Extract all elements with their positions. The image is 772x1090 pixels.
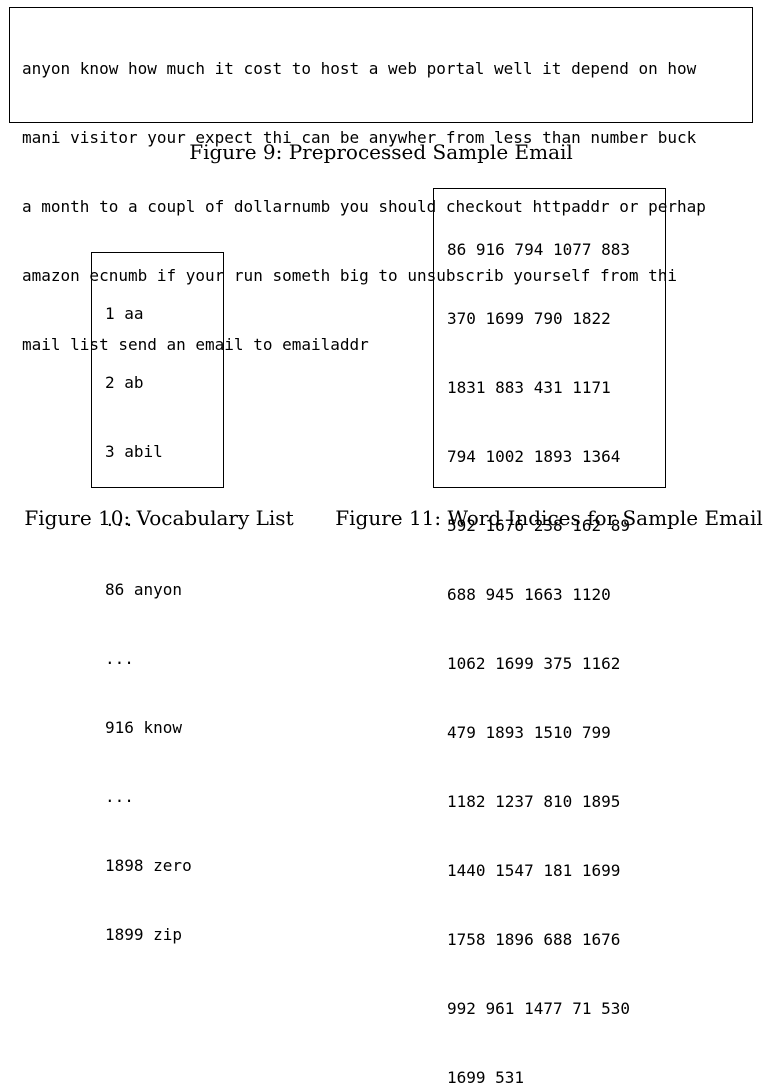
email-line: mani visitor your expect thi can be anyw… xyxy=(22,128,697,147)
indices-line: 1831 883 431 1171 xyxy=(447,378,611,397)
vocab-entry: 916 know xyxy=(105,718,183,737)
indices-line: 1699 531 xyxy=(447,1068,525,1087)
vocabulary-list-box: 1 aa 2 ab 3 abil ... 86 anyon ... 916 kn… xyxy=(91,252,224,944)
indices-line: 1182 1237 810 1895 xyxy=(447,792,621,811)
vocab-entry: 1 aa xyxy=(105,304,144,323)
indices-line: 992 961 1477 71 530 xyxy=(447,999,631,1018)
indices-line: 479 1893 1510 799 xyxy=(447,723,611,742)
vocab-entry: 1899 zip xyxy=(105,925,183,944)
vocab-entry: 2 ab xyxy=(105,373,144,392)
vocab-ellipsis: ... xyxy=(105,787,134,806)
vocab-entry: 1898 zero xyxy=(105,856,192,875)
indices-line: 1062 1699 375 1162 xyxy=(447,654,621,673)
vocab-entry: 3 abil xyxy=(105,442,163,461)
preprocessed-email-box: anyon know how much it cost to host a we… xyxy=(9,7,753,354)
indices-line: 592 1676 238 162 89 xyxy=(447,516,631,535)
email-line: a month to a coupl of dollarnumb you sho… xyxy=(22,197,706,216)
indices-line: 86 916 794 1077 883 xyxy=(447,240,631,259)
word-indices-box: 86 916 794 1077 883 370 1699 790 1822 18… xyxy=(433,188,666,1087)
indices-line: 794 1002 1893 1364 xyxy=(447,447,621,466)
indices-line: 370 1699 790 1822 xyxy=(447,309,611,328)
vocab-ellipsis: ... xyxy=(105,649,134,668)
vocab-ellipsis: ... xyxy=(105,511,134,530)
indices-line: 688 945 1663 1120 xyxy=(447,585,611,604)
email-line: mail list send an email to emailaddr xyxy=(22,335,369,354)
figure-10-caption: Figure 10: Vocabulary List xyxy=(24,506,294,530)
indices-line: 1758 1896 688 1676 xyxy=(447,930,621,949)
figure-9-caption: Figure 9: Preprocessed Sample Email xyxy=(189,140,573,164)
email-line: amazon ecnumb if your run someth big to … xyxy=(22,266,678,285)
email-line: anyon know how much it cost to host a we… xyxy=(22,59,697,78)
indices-line: 1440 1547 181 1699 xyxy=(447,861,621,880)
figure-11-caption: Figure 11: Word Indices for Sample Email xyxy=(335,506,763,530)
vocab-entry: 86 anyon xyxy=(105,580,183,599)
